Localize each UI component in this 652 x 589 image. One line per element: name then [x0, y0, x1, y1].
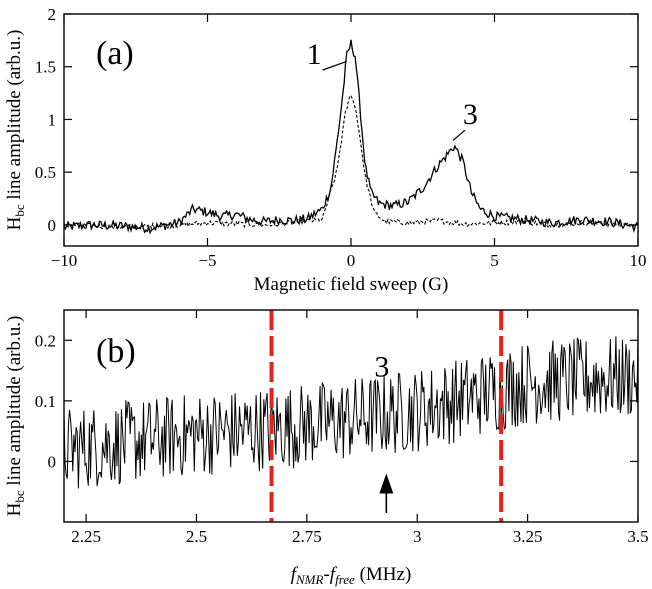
x-tick-label: 2.25	[71, 527, 101, 546]
x-tick-label: −10	[51, 251, 78, 270]
x-tick-label: 10	[630, 251, 647, 270]
panel-b-frame	[63, 309, 639, 523]
panel-a-ticks: −10 −5 0 5 10 0 0.5 1 1.5 2	[35, 5, 647, 270]
y-tick-label: 0.1	[35, 392, 56, 411]
x-tick-label: 2.5	[186, 527, 207, 546]
x-tick-label: 3.25	[513, 527, 543, 546]
peak-3-label: 3	[374, 351, 389, 384]
y-tick-label: 1.5	[35, 58, 56, 77]
y-tick-label: 0	[48, 216, 57, 235]
x-tick-label: 2.75	[292, 527, 322, 546]
panel-b-series	[63, 334, 639, 489]
peak-3-arrow	[379, 473, 394, 513]
x-tick-label: −5	[198, 251, 216, 270]
panel-a-ylabel: Hbc line amplitude (arb.u.)	[4, 30, 27, 231]
panel-b: 2.25 2.5 2.75 3 3.25 3.5 0 0.1 0.2 (b) 3 fNMR-ff…	[4, 309, 649, 587]
series-line-solid	[63, 39, 639, 235]
panel-a-tag: (a)	[96, 35, 134, 72]
x-tick-label: 3.5	[627, 527, 648, 546]
x-tick-label: 3	[413, 527, 422, 546]
panel-b-ticks: 2.25 2.5 2.75 3 3.25 3.5 0 0.1 0.2	[35, 310, 649, 546]
peak-1-label: 1	[307, 38, 322, 71]
peak-3-label: 3	[463, 98, 478, 131]
panel-b-vlines	[269, 310, 504, 522]
panel-a: −10 −5 0 5 10 0 0.5 1 1.5 2 (a) 1 3 Magnetic fiel…	[4, 5, 647, 295]
y-tick-label: 1	[48, 110, 57, 129]
panel-b-tag: (b)	[96, 333, 136, 370]
panel-b-ylabel: Hbc line amplitude (arb.u.)	[4, 316, 27, 517]
arrow-head	[379, 473, 394, 494]
panel-b-xlabel: fNMR-ffree (MHz)	[291, 564, 412, 587]
peak-1-pointer	[322, 60, 347, 71]
x-tick-label: 5	[490, 251, 499, 270]
series-line-dashed	[63, 94, 639, 231]
panel-a-xlabel: Magnetic field sweep (G)	[254, 274, 449, 295]
y-tick-label: 2	[48, 5, 57, 24]
x-tick-label: 0	[347, 251, 356, 270]
panel-a-series	[63, 39, 639, 235]
y-tick-label: 0.2	[35, 331, 56, 350]
peak-3-pointer	[452, 129, 466, 142]
y-tick-label: 0.5	[35, 163, 56, 182]
y-tick-label: 0	[48, 452, 57, 471]
panel-a-frame	[63, 13, 639, 247]
series-line	[63, 334, 639, 489]
